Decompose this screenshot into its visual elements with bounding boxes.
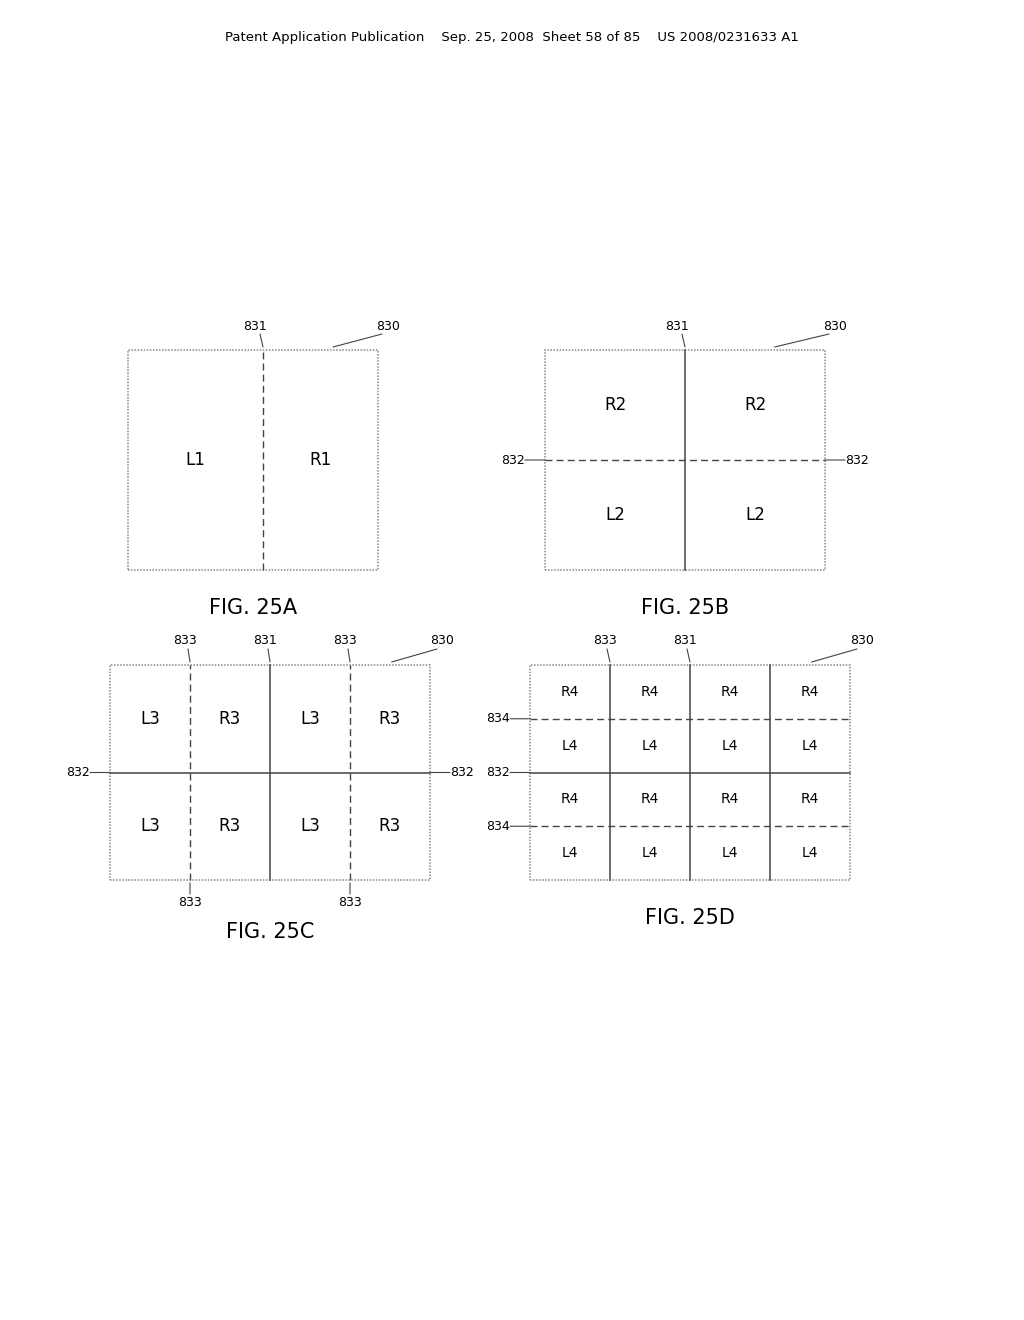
Text: FIG. 25C: FIG. 25C (226, 921, 314, 942)
Text: 832: 832 (67, 766, 90, 779)
Text: L4: L4 (562, 846, 579, 861)
Text: R4: R4 (561, 792, 580, 807)
Bar (128, 350, 378, 570)
Text: 831: 831 (673, 635, 697, 648)
Text: 833: 833 (593, 635, 616, 648)
Text: 834: 834 (486, 820, 510, 833)
Text: 832: 832 (486, 766, 510, 779)
Text: L3: L3 (140, 817, 160, 836)
Text: 833: 833 (178, 895, 202, 908)
Text: 831: 831 (243, 319, 267, 333)
Text: R3: R3 (379, 710, 401, 727)
Bar (545, 350, 825, 570)
Text: R3: R3 (219, 817, 241, 836)
Text: R3: R3 (379, 817, 401, 836)
Text: L3: L3 (300, 817, 319, 836)
Text: 831: 831 (666, 319, 689, 333)
Text: 833: 833 (333, 635, 357, 648)
Text: R4: R4 (801, 792, 819, 807)
Text: L4: L4 (802, 739, 818, 752)
Text: 830: 830 (430, 635, 454, 648)
Text: 832: 832 (501, 454, 525, 466)
Text: R2: R2 (743, 396, 766, 414)
Text: L3: L3 (300, 710, 319, 727)
Text: L1: L1 (185, 451, 206, 469)
Text: 834: 834 (486, 713, 510, 725)
Text: 830: 830 (850, 635, 873, 648)
Text: L3: L3 (140, 710, 160, 727)
Text: L4: L4 (722, 846, 738, 861)
Text: R4: R4 (721, 792, 739, 807)
Text: FIG. 25A: FIG. 25A (209, 598, 297, 618)
Text: 830: 830 (376, 319, 400, 333)
Text: Patent Application Publication    Sep. 25, 2008  Sheet 58 of 85    US 2008/02316: Patent Application Publication Sep. 25, … (225, 32, 799, 45)
Text: R4: R4 (721, 685, 739, 698)
Text: FIG. 25B: FIG. 25B (641, 598, 729, 618)
Text: 833: 833 (173, 635, 197, 648)
Text: 830: 830 (823, 319, 847, 333)
Text: R4: R4 (641, 792, 659, 807)
Text: L4: L4 (642, 739, 658, 752)
Bar (530, 665, 850, 880)
Text: R4: R4 (561, 685, 580, 698)
Text: L4: L4 (562, 739, 579, 752)
Text: FIG. 25D: FIG. 25D (645, 908, 735, 928)
Text: R4: R4 (641, 685, 659, 698)
Text: R4: R4 (801, 685, 819, 698)
Text: L4: L4 (642, 846, 658, 861)
Text: R2: R2 (604, 396, 626, 414)
Text: R3: R3 (219, 710, 241, 727)
Text: L2: L2 (605, 506, 625, 524)
Text: 832: 832 (845, 454, 869, 466)
Bar (110, 665, 430, 880)
Text: L4: L4 (802, 846, 818, 861)
Text: 831: 831 (253, 635, 276, 648)
Text: 832: 832 (451, 766, 474, 779)
Text: L4: L4 (722, 739, 738, 752)
Text: L2: L2 (745, 506, 765, 524)
Text: 833: 833 (338, 895, 361, 908)
Text: R1: R1 (309, 451, 332, 469)
